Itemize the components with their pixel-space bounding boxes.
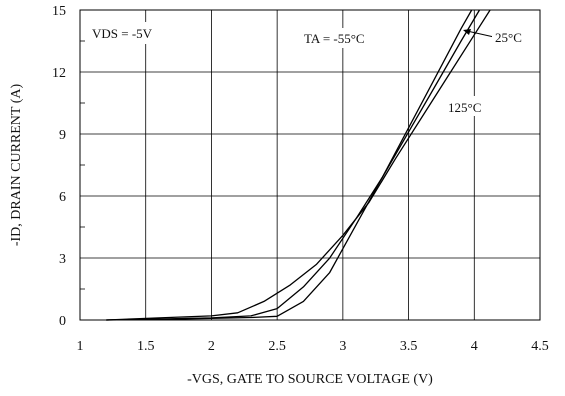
x-tick-label: 3.5	[400, 339, 418, 354]
t125-label-bg	[445, 96, 497, 116]
x-axis-label: -VGS, GATE TO SOURCE VOLTAGE (V)	[187, 372, 433, 387]
t25-annotation: 25°C	[495, 30, 522, 45]
series-line-minus55c	[106, 9, 473, 321]
series-line-25c	[106, 9, 481, 321]
y-tick-label: 0	[59, 314, 66, 329]
x-tick-label: 4.5	[531, 339, 549, 354]
series-line-125c	[106, 9, 491, 321]
x-tick-label: 2.5	[268, 339, 286, 354]
axis-ticks: 1 1.5 2 2.5 3 3.5 4 4.5 0 3 6 9 12 15	[52, 4, 549, 354]
t125-annotation: 125°C	[448, 100, 481, 115]
y-tick-label: 6	[59, 190, 66, 205]
curves	[106, 9, 491, 321]
x-tick-label: 1	[77, 339, 84, 354]
ta-label-bg	[300, 28, 400, 48]
vds-annotation: VDS = -5V	[92, 26, 153, 41]
t25-label-bg	[492, 27, 536, 47]
x-tick-label: 4	[471, 339, 478, 354]
leader-25c	[466, 30, 495, 38]
plot-frame	[79, 9, 541, 321]
x-tick-label: 2	[208, 339, 215, 354]
y-tick-label: 3	[59, 252, 66, 267]
x-tick-label: 1.5	[137, 339, 155, 354]
y-tick-label: 12	[52, 66, 66, 81]
y-tick-label: 15	[52, 4, 66, 19]
grid	[80, 10, 540, 320]
leader-25c-arrowhead	[463, 29, 471, 35]
x-tick-label: 3	[339, 339, 346, 354]
y-axis-label: -ID, DRAIN CURRENT (A)	[9, 84, 24, 247]
vds-label-bg	[88, 22, 166, 44]
ta-annotation: TA = -55°C	[304, 31, 365, 46]
y-tick-label: 9	[59, 128, 66, 143]
